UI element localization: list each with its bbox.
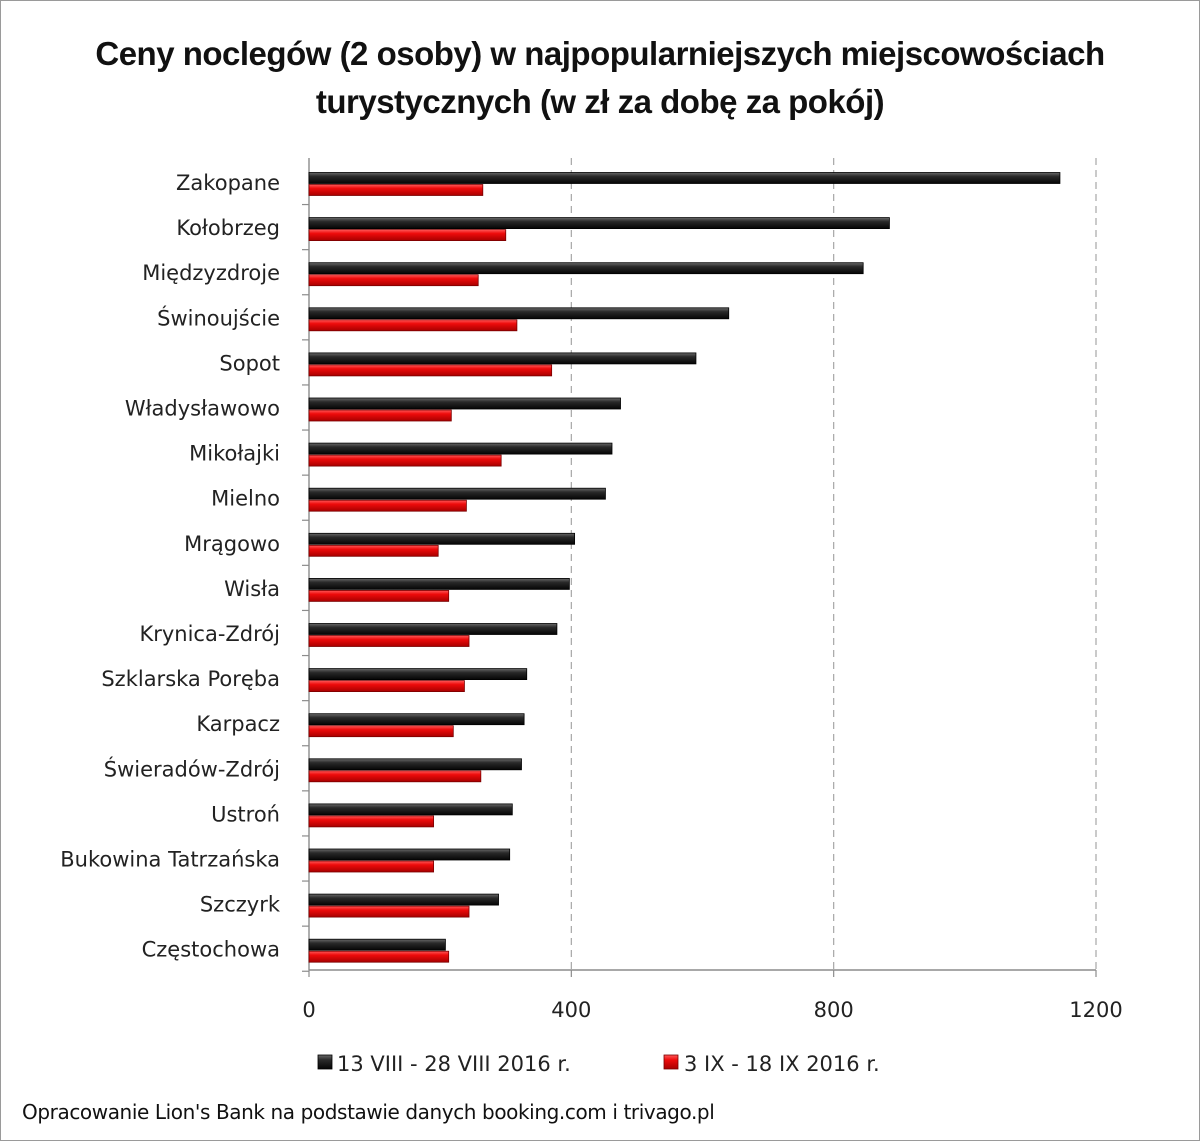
category-label: Kołobrzeg [176, 216, 280, 240]
legend-label-september: 3 IX - 18 IX 2016 r. [684, 1052, 880, 1076]
category-label: Zakopane [176, 171, 280, 195]
bar-september [308, 905, 470, 918]
category-label: Krynica-Zdrój [139, 622, 280, 646]
bar-september [308, 544, 439, 557]
bar-august [308, 758, 522, 771]
bar-september [308, 725, 454, 738]
category-label: Mielno [211, 487, 280, 511]
bar-september [308, 499, 467, 512]
category-label: Szklarska Poręba [101, 667, 280, 691]
bar-september [308, 274, 479, 287]
source-note: Opracowanie Lion's Bank na podstawie dan… [22, 1100, 715, 1124]
bar-august [308, 262, 864, 275]
legend: 13 VIII - 28 VIII 2016 r. 3 IX - 18 IX 20… [317, 1052, 880, 1076]
bar-august [308, 442, 613, 455]
bar-september [308, 680, 465, 692]
bar-august [308, 578, 570, 590]
bar-september [308, 409, 452, 422]
category-label: Bukowina Tatrzańska [60, 848, 280, 872]
category-label: Ustroń [211, 802, 280, 826]
category-label: Karpacz [196, 712, 280, 736]
bars [308, 172, 1061, 963]
bar-september [308, 950, 450, 963]
legend-label-august: 13 VIII - 28 VIII 2016 r. [337, 1052, 571, 1076]
x-tick-label: 400 [551, 998, 591, 1022]
bar-september [308, 319, 518, 332]
category-label: Szczyrk [200, 893, 281, 917]
bar-august [308, 938, 446, 951]
bar-august [308, 217, 890, 230]
bar-september [308, 770, 482, 783]
category-label: Władysławowo [125, 397, 280, 421]
category-label: Świeradów-Zdrój [104, 756, 280, 781]
chart-title-line-2: turystycznych (w zł za dobę za pokój) [315, 83, 885, 120]
bar-august [308, 172, 1061, 184]
category-labels: Zakopane Kołobrzeg Międzyzdroje Świnoujście… [60, 171, 281, 962]
x-tick-label: 1200 [1069, 998, 1122, 1022]
bar-august [308, 352, 697, 365]
bar-august [308, 532, 576, 545]
category-label: Międzyzdroje [142, 261, 280, 285]
bar-august [308, 487, 606, 500]
bar-august [308, 668, 528, 680]
x-tick-label: 0 [302, 998, 315, 1022]
bar-september [308, 229, 507, 242]
bar-september [308, 815, 435, 828]
legend-swatch-september [663, 1054, 679, 1070]
bar-august [308, 803, 513, 816]
bar-september [308, 454, 502, 467]
category-label: Mikołajki [189, 442, 280, 466]
category-label: Świnoujście [157, 305, 280, 330]
legend-swatch-august [317, 1054, 333, 1070]
category-label: Wisła [224, 577, 280, 601]
category-label: Częstochowa [142, 938, 280, 962]
bar-september [308, 364, 553, 377]
bar-september [308, 635, 470, 647]
bar-august [308, 623, 558, 635]
bar-august [308, 893, 499, 906]
x-tick-labels: 0 400 800 1200 [302, 998, 1122, 1022]
category-label: Sopot [219, 351, 280, 375]
bar-september [308, 590, 450, 602]
axes [302, 158, 1097, 977]
chart-title: Ceny noclegów (2 osoby) w najpopularniej… [0, 30, 1200, 126]
x-tick-label: 800 [814, 998, 854, 1022]
bar-august [308, 397, 621, 410]
bar-august [308, 848, 511, 861]
bar-august [308, 307, 730, 320]
category-label: Mrągowo [184, 532, 280, 556]
bar-august [308, 713, 525, 726]
bar-september [308, 860, 435, 873]
gridlines [570, 158, 1097, 970]
bar-september [308, 184, 484, 196]
chart-title-line-1: Ceny noclegów (2 osoby) w najpopularniej… [95, 35, 1105, 72]
